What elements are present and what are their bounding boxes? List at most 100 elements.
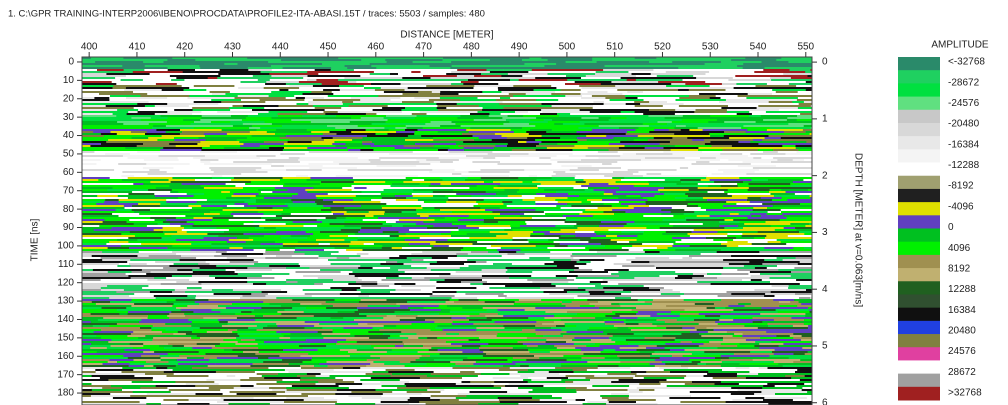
amplitude-cell: [282, 209, 322, 211]
amplitude-cell: [590, 339, 612, 341]
amplitude-cell: [709, 215, 752, 217]
amplitude-cell: [117, 239, 138, 241]
amplitude-cell: [697, 187, 750, 189]
amplitude-cell: [486, 317, 529, 319]
amplitude-cell: [169, 75, 221, 77]
amplitude-cell: [199, 303, 233, 305]
amplitude-cell: [332, 201, 381, 203]
amplitude-cell: [674, 339, 724, 341]
amplitude-cell: [763, 119, 788, 121]
amplitude-cell: [696, 403, 741, 405]
amplitude-cell: [692, 311, 732, 313]
amplitude-cell: [426, 267, 461, 269]
amplitude-cell: [684, 349, 718, 351]
amplitude-cell: [253, 259, 289, 261]
amplitude-cell: [352, 271, 405, 273]
amplitude-cell: [788, 61, 813, 63]
amplitude-cell: [82, 65, 103, 67]
y2-tick-label: 5: [822, 341, 828, 352]
amplitude-cell: [271, 75, 308, 77]
amplitude-cell: [305, 339, 347, 341]
amplitude-cell: [213, 147, 225, 149]
amplitude-cell: [328, 191, 362, 193]
amplitude-cell: [398, 259, 412, 261]
amplitude-cell: [470, 127, 523, 129]
amplitude-cell: [181, 85, 195, 87]
amplitude-cell: [483, 219, 531, 221]
amplitude-cell: [684, 383, 715, 385]
amplitude-cell: [82, 207, 125, 209]
amplitude-cell: [191, 243, 212, 245]
amplitude-cell: [477, 297, 506, 299]
amplitude-cell: [291, 255, 319, 257]
amplitude-cell: [760, 113, 801, 115]
amplitude-cell: [287, 205, 313, 207]
amplitude-cell: [577, 139, 588, 141]
amplitude-cell: [534, 355, 564, 357]
amplitude-cell: [557, 349, 582, 351]
amplitude-cell: [235, 375, 263, 377]
amplitude-cell: [690, 331, 709, 333]
amplitude-cell: [146, 393, 196, 395]
amplitude-cell: [212, 323, 228, 325]
amplitude-cell: [282, 243, 319, 245]
amplitude-cell: [284, 183, 321, 185]
amplitude-cell: [738, 327, 759, 329]
amplitude-cell: [511, 149, 537, 151]
amplitude-cell: [790, 77, 813, 79]
amplitude-cell: [146, 397, 185, 399]
amplitude-cell: [82, 323, 118, 325]
amplitude-cell: [201, 115, 232, 117]
amplitude-cell: [550, 393, 580, 395]
amplitude-cell: [780, 209, 813, 211]
amplitude-cell: [427, 227, 459, 229]
amplitude-cell: [307, 71, 345, 73]
amplitude-cell: [419, 111, 468, 113]
amplitude-cell: [383, 91, 419, 93]
amplitude-cell: [438, 157, 463, 159]
amplitude-cell: [432, 191, 487, 193]
amplitude-cell: [311, 185, 352, 187]
amplitude-cell: [702, 197, 748, 199]
amplitude-cell: [346, 353, 390, 355]
amplitude-cell: [125, 87, 142, 89]
amplitude-cell: [459, 333, 498, 335]
amplitude-cell: [393, 81, 424, 83]
amplitude-cell: [528, 317, 545, 319]
amplitude-cell: [373, 361, 401, 363]
amplitude-cell: [160, 207, 193, 209]
amplitude-cell: [403, 345, 424, 347]
amplitude-cell: [211, 177, 235, 179]
amplitude-cell: [232, 349, 284, 351]
amplitude-cell: [650, 315, 681, 317]
amplitude-cell: [308, 353, 348, 355]
amplitude-cell: [298, 117, 352, 119]
y2-tick-label: 2: [822, 170, 828, 181]
amplitude-cell: [439, 275, 461, 277]
amplitude-cell: [675, 277, 693, 279]
amplitude-cell: [444, 265, 469, 267]
amplitude-cell: [720, 185, 739, 187]
amplitude-cell: [264, 121, 312, 123]
amplitude-cell: [121, 233, 165, 235]
amplitude-cell: [82, 315, 108, 317]
amplitude-cell: [693, 75, 736, 77]
amplitude-cell: [218, 319, 256, 321]
amplitude-cell: [231, 179, 281, 181]
amplitude-cell: [90, 193, 129, 195]
amplitude-cell: [702, 223, 745, 225]
amplitude-cell: [428, 185, 478, 187]
amplitude-cell: [795, 371, 813, 373]
amplitude-cell: [196, 335, 240, 337]
amplitude-cell: [232, 165, 263, 167]
amplitude-cell: [721, 391, 762, 393]
amplitude-cell: [654, 365, 682, 367]
amplitude-cell: [264, 395, 309, 397]
amplitude-cell: [729, 137, 765, 139]
amplitude-cell: [213, 171, 232, 173]
amplitude-cell: [369, 73, 391, 75]
amplitude-cell: [539, 157, 552, 159]
amplitude-cell: [742, 281, 771, 283]
amplitude-cell: [426, 363, 456, 365]
amplitude-cell: [217, 111, 269, 113]
